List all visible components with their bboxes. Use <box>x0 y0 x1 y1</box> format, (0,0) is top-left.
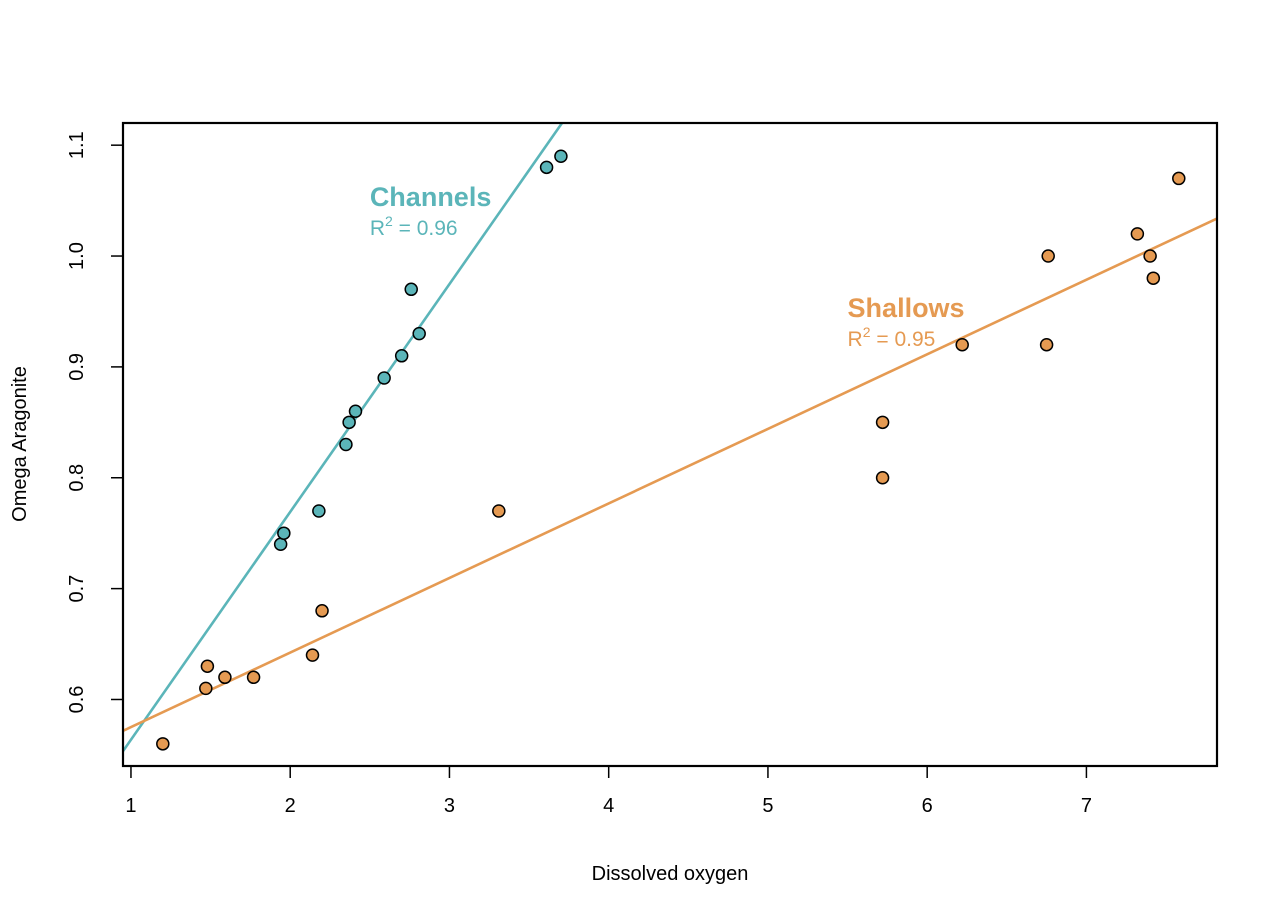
y-tick-label: 1.0 <box>66 242 88 270</box>
plot-frame <box>121 121 1219 768</box>
x-tick-label: 5 <box>762 795 773 817</box>
channels-r-squared: R2 = 0.96 <box>370 213 458 240</box>
channels-fit-line <box>123 123 564 752</box>
shallows-point <box>875 415 890 430</box>
shallows-point <box>315 604 329 618</box>
x-axis: 1 2 3 4 5 6 7 <box>125 765 1092 817</box>
shallows-point <box>199 681 213 696</box>
shallows-point <box>1146 271 1161 285</box>
y-axis: 0.6 0.7 0.8 0.9 1.0 1.1 <box>66 131 124 714</box>
shallows-point <box>492 504 506 518</box>
shallows-point <box>200 659 215 673</box>
shallows-point <box>1130 227 1145 241</box>
x-tick-label: 4 <box>603 795 614 817</box>
channels-point <box>412 326 426 341</box>
y-tick-label: 0.9 <box>66 353 88 381</box>
channels-point <box>539 160 554 175</box>
y-tick-label: 0.7 <box>66 575 88 603</box>
channels-point <box>277 526 291 540</box>
channels-point <box>312 504 326 518</box>
shallows-point <box>156 737 170 751</box>
channels-point <box>394 349 409 363</box>
channels-point <box>404 282 418 297</box>
channels-point <box>377 371 391 385</box>
shallows-point <box>1041 249 1055 263</box>
shallows-point <box>246 670 261 685</box>
y-tick-label: 1.1 <box>66 131 88 159</box>
data-points <box>156 149 1186 751</box>
y-tick-label: 0.8 <box>66 464 88 492</box>
channels-label: Channels <box>370 182 492 212</box>
channels-point <box>342 415 356 430</box>
shallows-point <box>1039 337 1054 352</box>
channels-point <box>348 404 363 418</box>
shallows-r-squared: R2 = 0.95 <box>848 324 936 351</box>
x-tick-label: 3 <box>444 795 455 817</box>
x-axis-title: Dissolved oxygen <box>592 863 749 885</box>
shallows-point <box>955 337 969 352</box>
shallows-point <box>1143 249 1157 263</box>
channels-point <box>554 149 568 164</box>
x-tick-label: 7 <box>1081 795 1092 817</box>
y-tick-label: 0.6 <box>66 686 88 714</box>
shallows-point <box>305 648 320 662</box>
channels-point <box>273 537 288 552</box>
fit-lines <box>123 123 1217 752</box>
shallows-label: Shallows <box>848 293 965 323</box>
x-tick-label: 6 <box>922 795 933 817</box>
y-axis-title: Omega Aragonite <box>9 366 31 522</box>
shallows-point <box>1172 171 1186 186</box>
channels-point <box>339 437 353 452</box>
x-tick-label: 1 <box>125 795 136 817</box>
shallows-point <box>218 670 232 685</box>
shallows-point <box>875 471 890 485</box>
x-tick-label: 2 <box>285 795 296 817</box>
shallows-fit-line <box>123 217 1217 733</box>
